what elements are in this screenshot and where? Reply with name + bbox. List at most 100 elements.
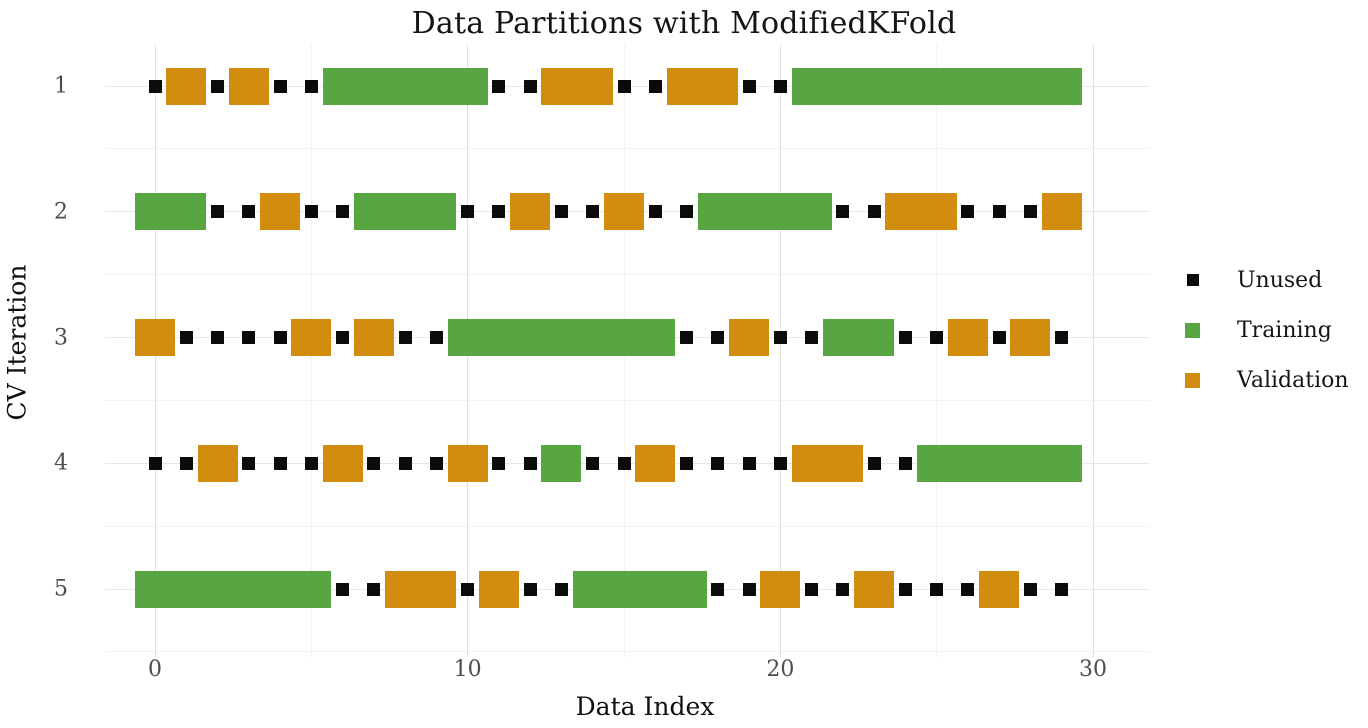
validation-block [635,444,676,482]
unused-marker [1023,205,1037,219]
training-block [447,319,676,356]
y-tick-label: 2 [54,199,68,225]
training-block [541,444,582,482]
training-block [572,570,707,608]
validation-block [947,319,988,356]
unused-marker [523,79,537,93]
validation-block [197,444,238,482]
training-block [916,444,1082,482]
unused-marker [1023,582,1037,596]
validation-block [541,67,613,105]
unused-marker [867,456,881,470]
unused-marker [398,456,412,470]
training-block [135,193,207,231]
legend-item-unused: Unused [1185,268,1322,293]
gridline-row-minor-4 [105,525,1150,527]
y-tick-label: 5 [54,576,68,602]
validation-block [478,570,519,608]
y-axis-title: CV Iteration [2,264,32,421]
unused-marker [304,456,318,470]
validation-block [1041,193,1082,231]
unused-marker [773,456,787,470]
unused-marker [429,456,443,470]
gridline-x-20 [779,45,781,657]
validation-block [604,193,644,231]
validation-block [760,570,801,608]
x-tick-label: 20 [766,657,795,682]
unused-marker [336,205,350,219]
validation-block [322,444,363,482]
unused-marker [242,205,256,219]
unused-marker [805,331,819,344]
unused-marker [742,582,756,596]
gridline-x-30 [1092,45,1094,657]
unused-marker [211,331,225,344]
x-tick-label: 30 [1079,657,1107,682]
validation-block [666,67,738,105]
unused-marker [836,582,850,596]
unused-marker [930,331,944,344]
x-tick-label: 10 [453,657,482,682]
plot-area [105,45,1150,657]
legend-item-training: Training [1185,318,1332,343]
unused-marker [742,456,756,470]
unused-marker [742,79,756,93]
unused-marker [1055,331,1069,344]
unused-marker [992,205,1006,219]
gridline-row-minor-3 [105,399,1150,401]
legend-label: Unused [1237,267,1323,293]
unused-marker [273,456,287,470]
y-tick-label: 1 [54,73,68,99]
y-tick-label: 3 [54,325,68,350]
unused-marker [179,456,193,470]
unused-marker [586,456,600,470]
unused-marker [367,456,381,470]
unused-marker [773,331,787,344]
unused-marker [680,331,694,344]
gridline-x-25 [936,45,938,657]
validation-block [291,319,332,356]
unused-marker [961,582,975,596]
training-block [322,67,488,105]
training-swatch-icon [1185,322,1200,338]
gridline-row-minor-1 [105,148,1150,150]
unused-marker [961,205,975,219]
unused-marker [773,79,787,93]
unused-marker [554,582,568,596]
unused-marker [648,205,662,219]
validation-block [447,444,488,482]
validation-block [385,570,457,608]
unused-marker [836,205,850,219]
unused-marker [429,331,443,344]
unused-marker [304,205,318,219]
gridline-row-minor-5 [105,651,1150,653]
validation-block [791,444,863,482]
training-block [353,193,457,231]
unused-marker [554,205,568,219]
validation-block [166,67,207,105]
validation-block [228,67,269,105]
unused-marker [898,331,912,344]
unused-marker [367,582,381,596]
unused-marker [711,582,725,596]
unused-swatch-icon [1186,274,1199,286]
unused-marker [461,205,475,219]
training-block [697,193,832,231]
unused-marker [148,79,162,93]
unused-marker [930,582,944,596]
unused-marker [179,331,193,344]
y-tick-label: 4 [54,450,68,476]
legend-item-validation: Validation [1185,368,1349,393]
training-block [822,319,895,356]
unused-marker [304,79,318,93]
validation-block [353,319,394,356]
unused-marker [492,456,506,470]
unused-marker [398,331,412,344]
unused-marker [898,582,912,596]
unused-marker [242,456,256,470]
unused-marker [336,331,350,344]
validation-block [510,193,551,231]
unused-marker [867,205,881,219]
legend-label: Training [1237,317,1332,343]
validation-block [854,570,895,608]
